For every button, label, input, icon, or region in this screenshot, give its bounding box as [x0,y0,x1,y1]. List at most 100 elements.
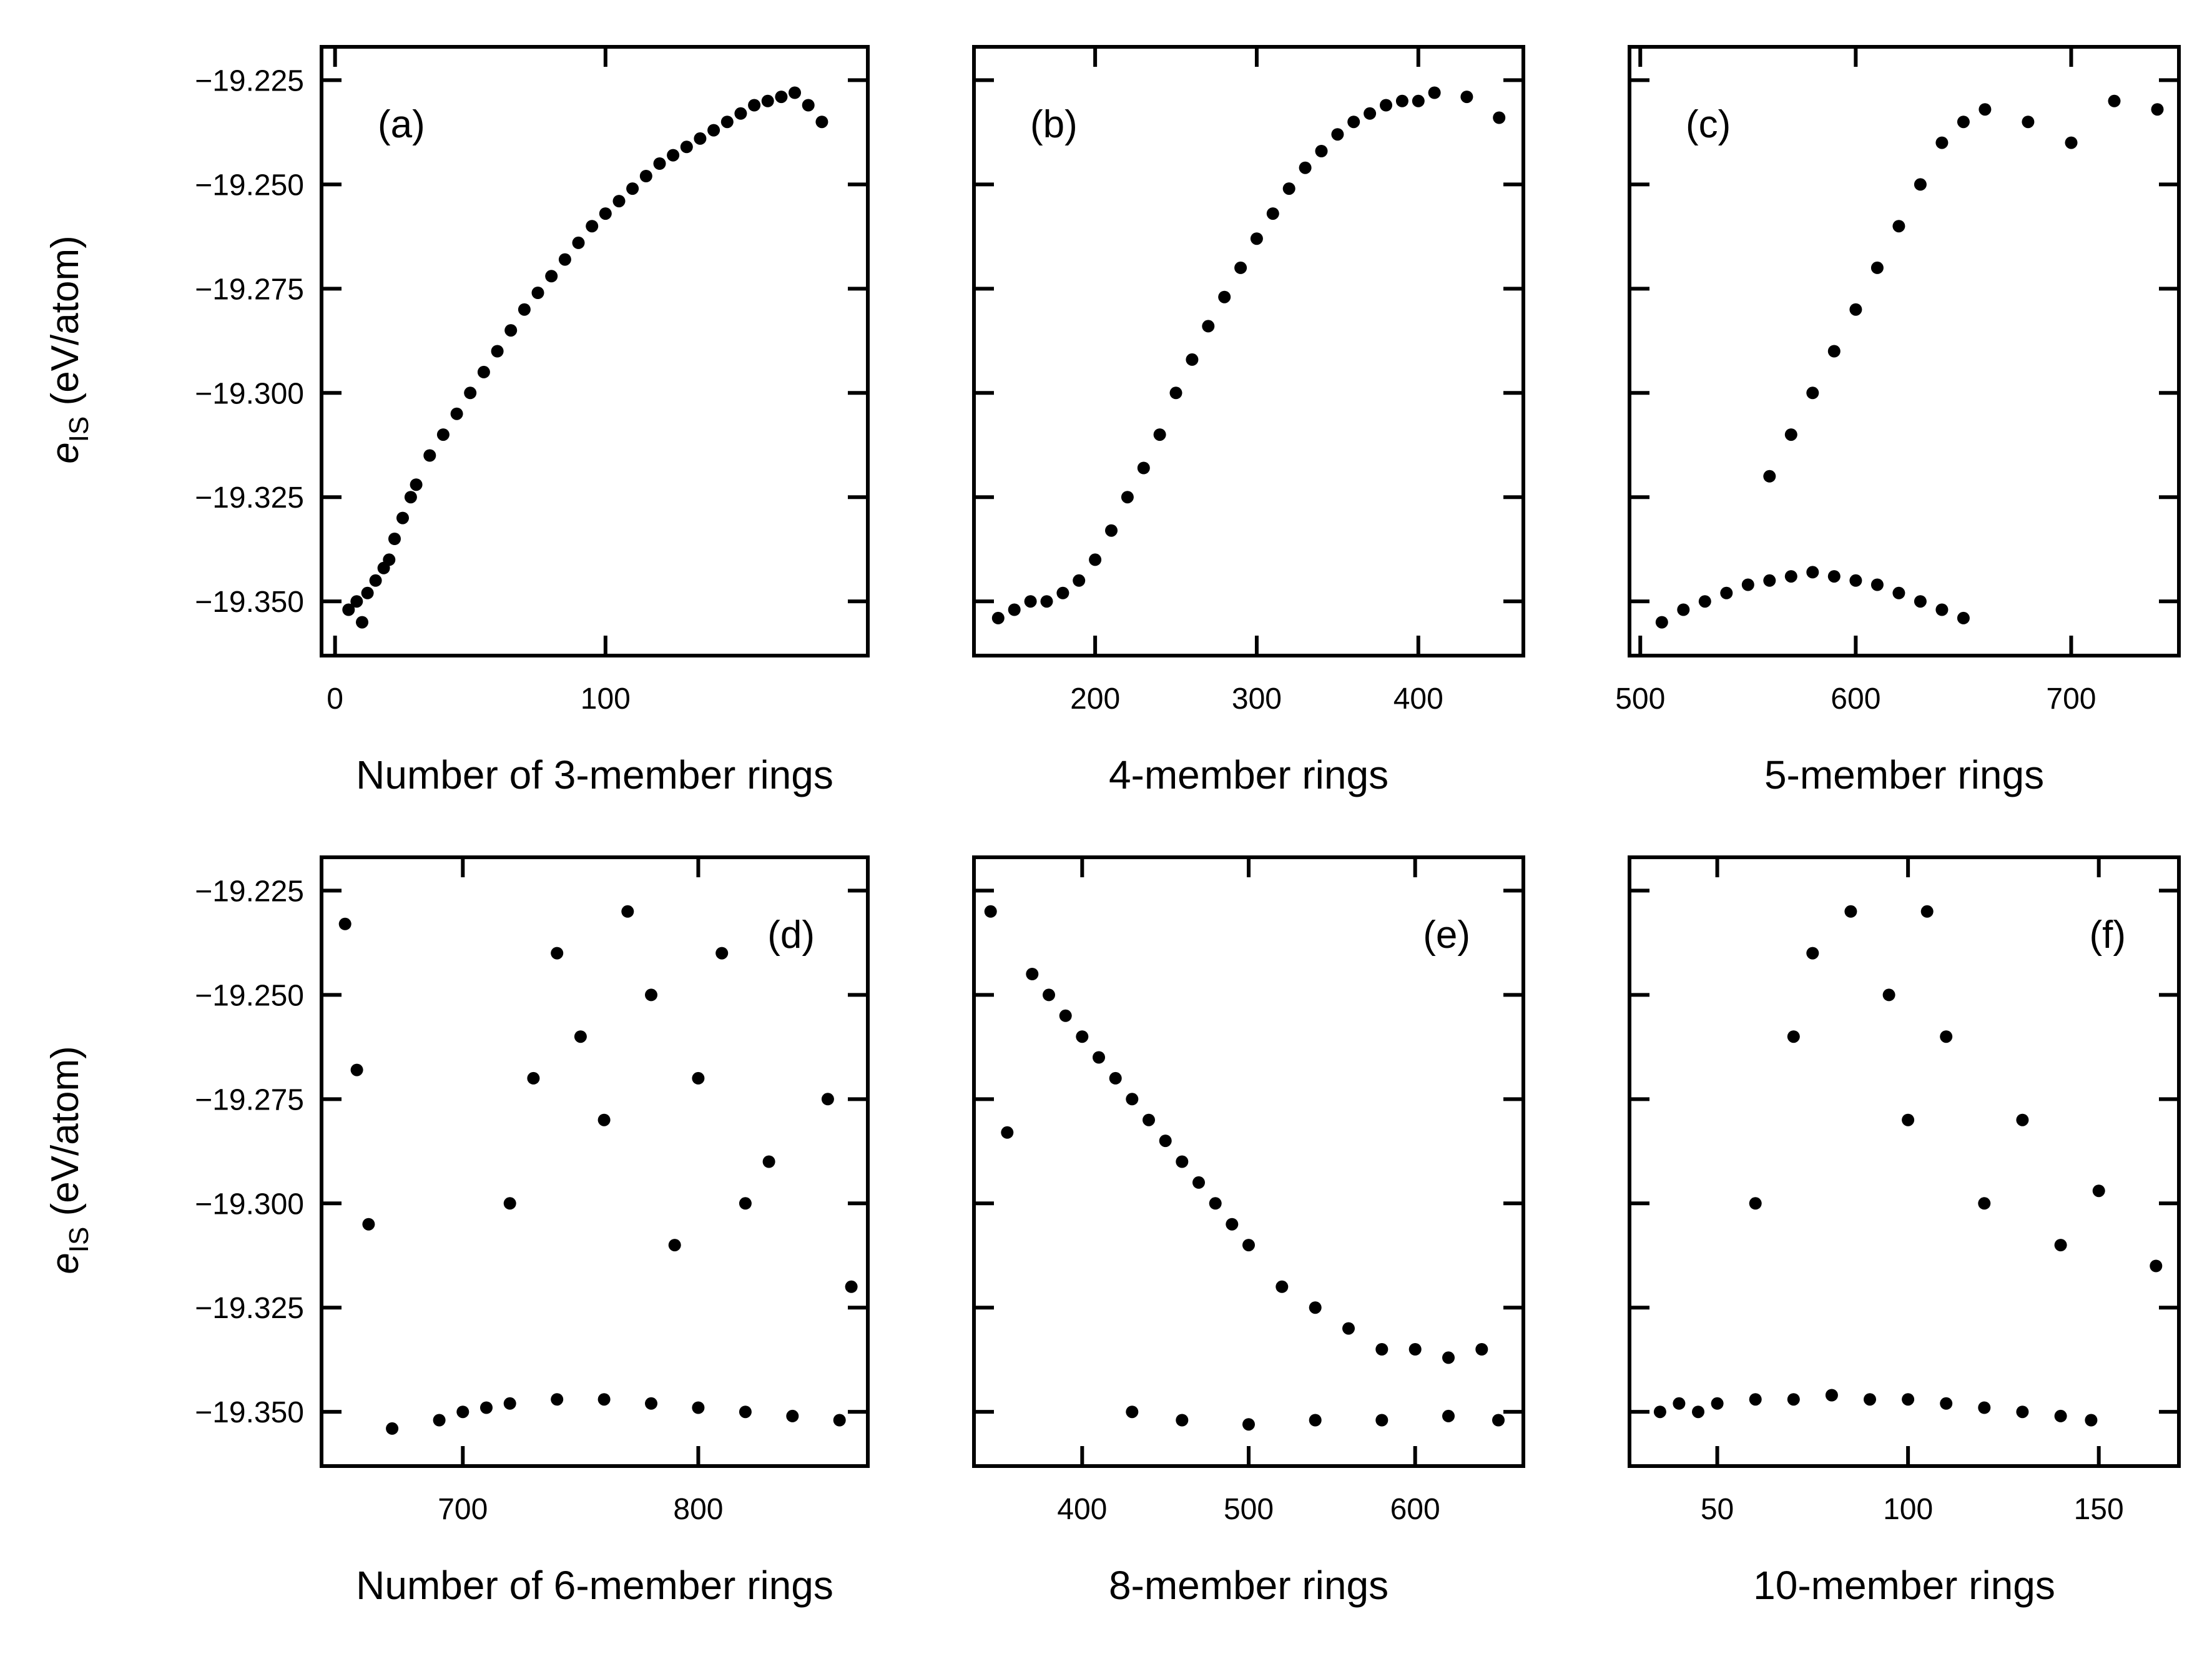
data-point [845,1280,858,1293]
plot-frame [320,45,870,657]
panel-label: (d) [767,913,815,957]
plot-frame [972,45,1525,657]
data-point [1870,261,1884,274]
data-point [1653,1405,1666,1419]
data-point [1109,1071,1122,1085]
x-axis-label: 4-member rings [1109,752,1389,797]
data-point [1978,1401,1991,1414]
data-point [1375,1343,1389,1356]
panel-label: (c) [1686,103,1731,146]
data-point [574,1030,587,1043]
data-point [558,253,571,266]
data-point [1892,586,1905,599]
panel-label: (f) [2089,913,2126,957]
data-point [1460,91,1473,104]
data-point [667,149,680,162]
data-point [551,947,564,960]
data-point [1749,1197,1762,1210]
data-point [383,553,396,566]
data-point [1408,1343,1422,1356]
data-point [1209,1197,1222,1210]
x-tick-label: 100 [1883,1493,1933,1526]
data-point [503,1197,516,1210]
x-tick-label: 400 [1057,1493,1107,1526]
data-point [2016,1113,2029,1126]
data-point [1176,1155,1189,1168]
y-tick-label: −19.250 [195,979,304,1012]
y-tick-label: −19.300 [195,1188,304,1221]
data-point [815,116,828,129]
data-point [1655,616,1668,629]
data-point [2150,1259,2163,1273]
y-tick-label: −19.225 [195,875,304,908]
data-point [1089,553,1102,566]
data-point [1126,1093,1139,1106]
data-point [1763,574,1776,587]
data-point [2108,94,2121,107]
data-point [739,1197,752,1210]
data-point [692,1401,705,1414]
data-point [2054,1409,2067,1422]
x-tick-label: 50 [1701,1493,1734,1526]
data-point [477,365,490,378]
data-point [1698,595,1711,608]
data-point [1442,1351,1455,1364]
data-point [1892,220,1905,233]
data-point [1001,1126,1014,1139]
data-point [645,1397,657,1410]
ylabel-unit: (eV/atom) [44,1046,87,1226]
data-point [1787,1393,1800,1406]
data-point [1935,603,1949,616]
svg-text:eIS (eV/atom): eIS (eV/atom) [44,235,94,463]
data-point [1105,524,1118,537]
data-point [621,905,634,918]
data-point [789,86,801,99]
data-point [1784,570,1797,583]
data-point [1957,116,1970,129]
data-point [786,1409,799,1422]
data-point [1250,232,1263,245]
data-point [833,1414,846,1427]
data-point [350,595,363,608]
data-point [1347,116,1360,129]
data-point [1024,595,1037,608]
data-point [1331,128,1344,141]
panel-b: 200 300 400 4-member rings (b) [972,45,1525,797]
scatter-points [991,86,1506,624]
data-point [1827,345,1841,358]
data-point [1902,1393,1915,1406]
data-point [1935,136,1949,149]
data-point [1787,1030,1800,1043]
data-point [1864,1393,1876,1406]
data-point [1677,603,1690,616]
x-tick-label: 0 [327,682,343,716]
data-point [433,1414,446,1427]
data-point [775,91,788,104]
data-point [1395,94,1408,107]
data-point [707,124,720,137]
data-point [1126,1405,1139,1419]
data-point [748,99,761,112]
data-point [1073,574,1086,587]
data-point [456,1405,469,1419]
data-point [1711,1397,1724,1410]
data-point [1827,570,1841,583]
x-tick-label: 600 [1390,1493,1440,1526]
data-point [1806,386,1819,400]
data-point [503,1397,516,1410]
data-point [1914,178,1927,191]
panel-d: −19.225 −19.250 −19.275 −19.300 −19.325 −19.3… [195,855,870,1608]
scatter-points [1655,94,2164,629]
data-point [668,1239,681,1252]
scatter-points [984,905,1505,1431]
data-point [404,491,417,504]
data-point [1282,182,1295,195]
data-point [1276,1280,1289,1293]
data-point [1849,303,1862,316]
data-point [2054,1239,2067,1252]
data-point [612,195,626,208]
data-point [1849,574,1862,587]
data-point [1309,1414,1322,1427]
panel-label: (a) [378,103,425,146]
data-point [821,1093,834,1106]
